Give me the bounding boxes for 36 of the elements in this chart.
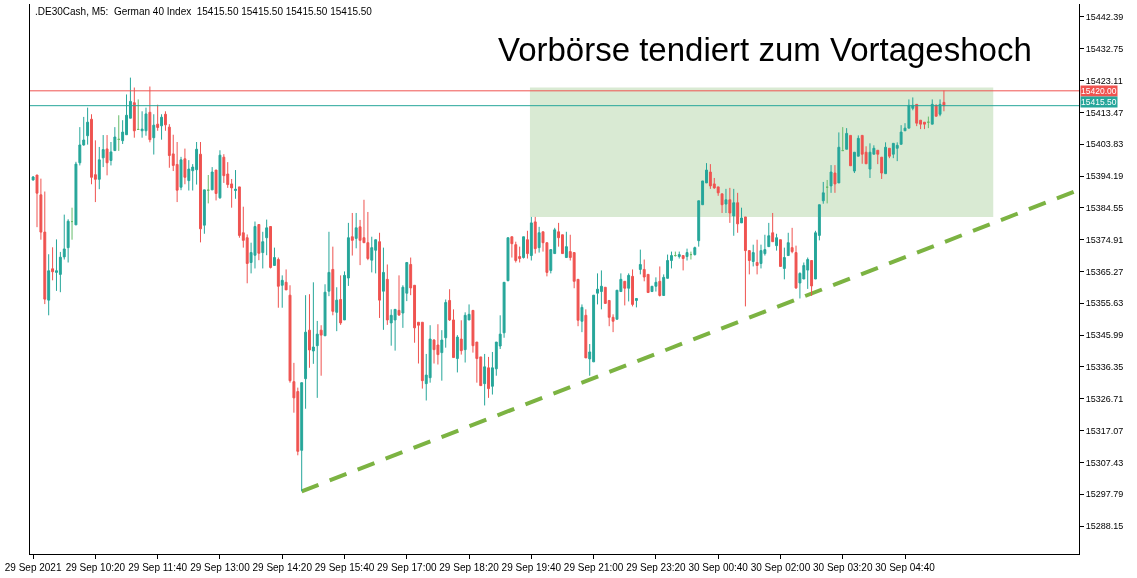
x-tick-label: 29 Sep 14:20 <box>252 562 313 573</box>
x-tick-label: 29 Sep 23:20 <box>626 562 687 573</box>
y-tick-label: 15317.07 <box>1085 425 1124 436</box>
x-tick-label: 29 Sep 13:00 <box>190 562 251 573</box>
y-tick-label: 15384.55 <box>1085 203 1124 214</box>
y-tick-label: 15288.15 <box>1085 521 1124 532</box>
y-tick-label: 15336.35 <box>1085 362 1124 373</box>
x-tick-label: 30 Sep 02:00 <box>750 562 811 573</box>
y-tick-label: 15297.79 <box>1085 489 1124 500</box>
y-tick-label: 15345.99 <box>1085 330 1124 341</box>
x-tick-label: 29 Sep 19:40 <box>501 562 562 573</box>
y-tick-label: 15355.63 <box>1085 298 1124 309</box>
ref-line-label: 15420.00 <box>1081 86 1117 96</box>
x-tick-label: 29 Sep 17:00 <box>377 562 437 573</box>
x-tick-label: 30 Sep 03:20 <box>812 562 873 573</box>
y-tick-label: 15374.91 <box>1085 234 1124 245</box>
y-tick-label: 15403.83 <box>1085 139 1124 150</box>
y-tick-label: 15365.27 <box>1085 266 1124 277</box>
x-tick-label: 29 Sep 18:20 <box>439 562 500 573</box>
x-tick-label: 29 Sep 10:20 <box>65 562 126 573</box>
y-tick-label: 15423.11 <box>1085 75 1123 86</box>
y-tick-label: 15307.43 <box>1085 457 1124 468</box>
x-tick-label: 29 Sep 11:40 <box>128 562 188 573</box>
x-tick-label: 29 Sep 2021 <box>4 562 62 573</box>
x-tick-label: 30 Sep 04:40 <box>875 562 936 573</box>
y-tick-label: 15442.39 <box>1085 12 1124 23</box>
y-tick-label: 15413.47 <box>1085 107 1124 118</box>
y-tick-label: 15326.71 <box>1085 393 1124 404</box>
y-tick-label: 15394.19 <box>1085 171 1124 182</box>
chart-subtitle: .DE30Cash, M5: German 40 Index 15415.50 15415.50 15415.50 15415.50 <box>35 6 373 17</box>
y-tick-label: 15432.75 <box>1085 43 1124 54</box>
x-tick-label: 30 Sep 00:40 <box>688 562 749 573</box>
x-tick-label: 29 Sep 15:40 <box>314 562 375 573</box>
text: Vorbörse tendiert zum Vortageshoch <box>497 30 1032 68</box>
ref-line-label: 15415.50 <box>1081 97 1117 107</box>
x-tick-label: 29 Sep 21:00 <box>563 562 624 573</box>
